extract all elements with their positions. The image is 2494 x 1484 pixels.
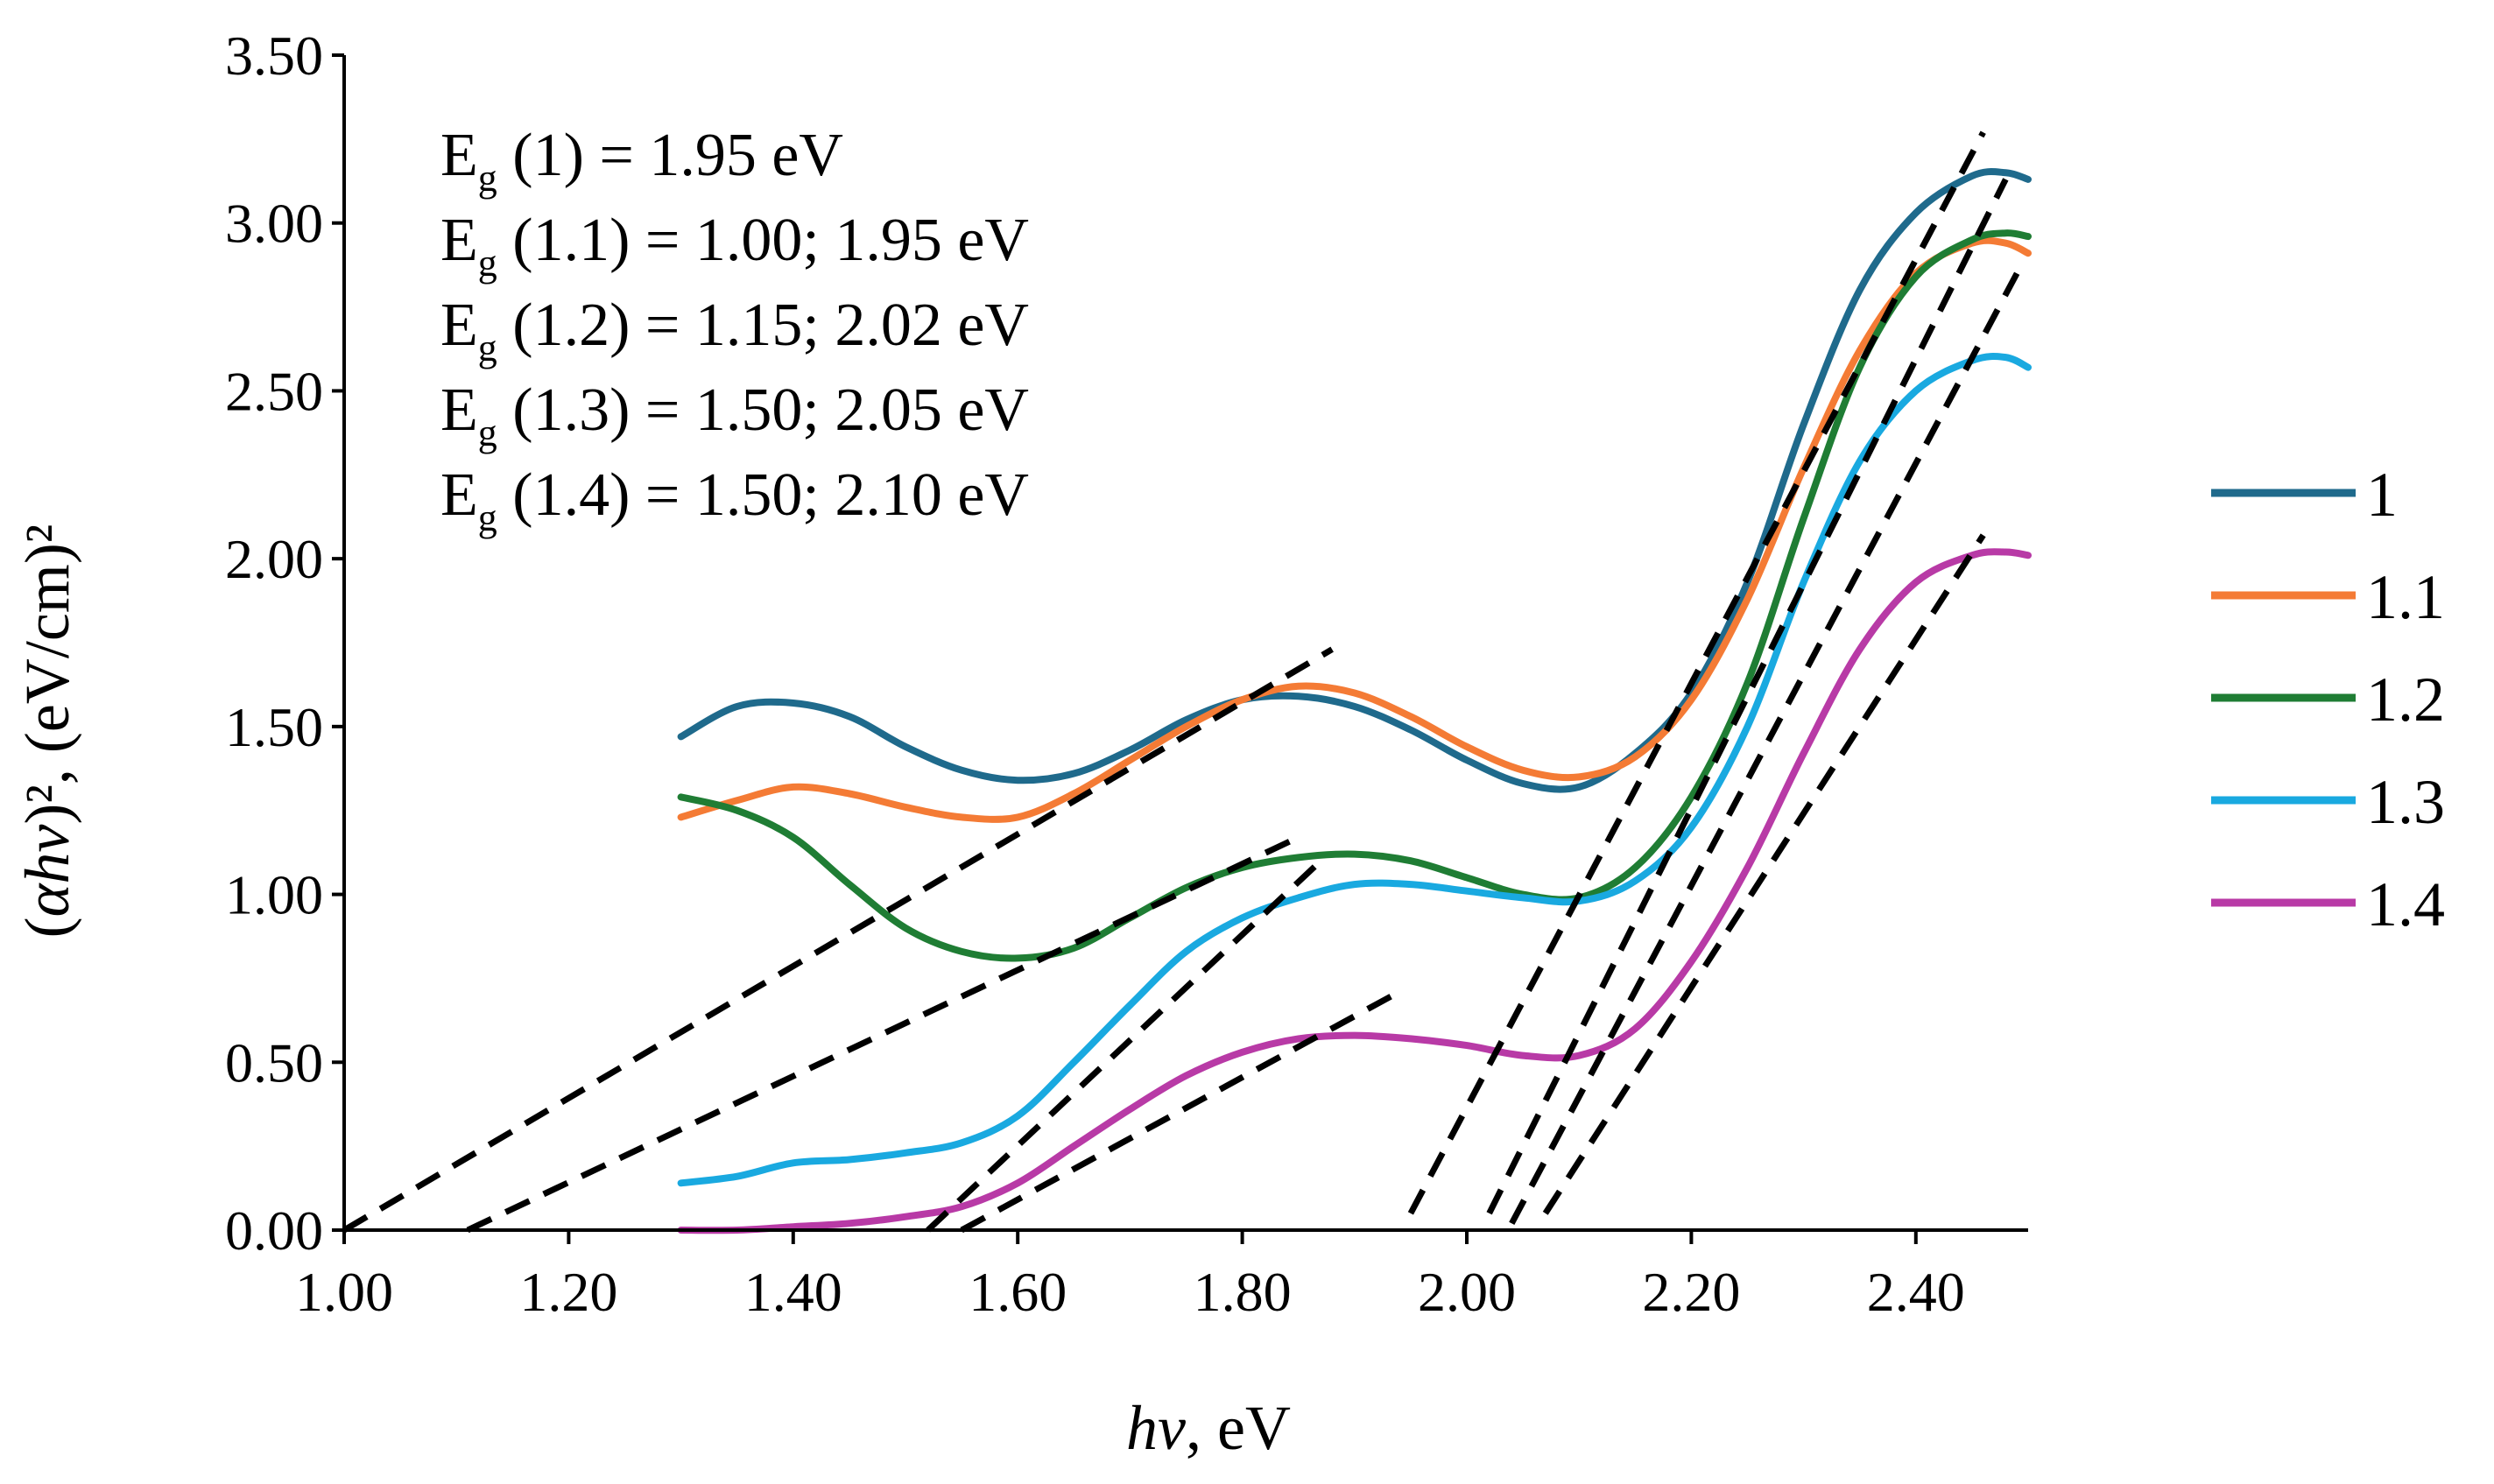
annotation-subscript: g xyxy=(478,327,497,369)
legend-label: 1.3 xyxy=(2366,767,2445,837)
annotation-prefix: E xyxy=(440,122,478,189)
legend-label: 1.1 xyxy=(2366,562,2445,632)
x-tick-label: 2.40 xyxy=(1867,1261,1965,1323)
fit-line xyxy=(466,834,1300,1234)
x-tick-label: 1.60 xyxy=(969,1261,1067,1323)
annotation-line: Eg (1.2) = 1.15; 2.02 eV xyxy=(440,292,1029,369)
annotation-subscript: g xyxy=(478,496,497,539)
annotation-prefix: E xyxy=(440,292,478,359)
series-line-1-3 xyxy=(677,353,2032,1187)
legend-label: 1 xyxy=(2366,460,2398,530)
x-axis-title-italic: hv xyxy=(1126,1393,1186,1463)
fit-line xyxy=(1509,271,2020,1225)
y-tick-label: 3.00 xyxy=(225,193,323,255)
annotation-subscript: g xyxy=(478,411,497,454)
annotation-line: Eg (1.1) = 1.00; 1.95 eV xyxy=(440,207,1029,285)
x-tick-label: 2.20 xyxy=(1642,1261,1740,1323)
x-axis-title-text: , eV xyxy=(1186,1393,1291,1463)
x-tick-label: 2.00 xyxy=(1418,1261,1516,1323)
fit-line xyxy=(1486,178,2009,1215)
y-axis-title-prefix: ( xyxy=(12,917,82,938)
series-line-1-4 xyxy=(677,548,2032,1234)
annotation-prefix: E xyxy=(440,207,478,274)
annotation-line: Eg (1) = 1.95 eV xyxy=(440,122,843,200)
y-tick-label: 3.50 xyxy=(225,25,323,87)
x-tick-label: 1.40 xyxy=(744,1261,842,1323)
legend: 1 1.1 1.2 1.3 1.4 xyxy=(2211,460,2445,939)
y-tick-label: 0.00 xyxy=(225,1199,323,1262)
y-tick-label: 1.50 xyxy=(225,696,323,758)
y-tick-label: 2.50 xyxy=(225,360,323,422)
fit-line xyxy=(342,646,1334,1234)
legend-label: 1.4 xyxy=(2366,869,2445,939)
annotation-text: (1.1) = 1.00; 1.95 eV xyxy=(497,207,1029,274)
annotation-subscript: g xyxy=(478,157,497,200)
x-tick-label: 1.00 xyxy=(295,1261,393,1323)
legend-label: 1.2 xyxy=(2366,665,2445,735)
x-axis: 1.00 1.20 1.40 1.60 1.80 2.00 2.20 2.40 xyxy=(295,1228,2028,1323)
y-axis-title-middle: )², (eV/cm)² xyxy=(12,524,82,825)
annotation-text: (1.3) = 1.50; 2.05 eV xyxy=(497,376,1029,444)
x-tick-label: 1.80 xyxy=(1194,1261,1292,1323)
fit-line xyxy=(1542,533,1986,1215)
y-tick-label: 2.00 xyxy=(225,528,323,590)
annotation-prefix: E xyxy=(440,376,478,444)
y-tick-label: 0.50 xyxy=(225,1031,323,1094)
annotation-prefix: E xyxy=(440,461,478,529)
annotation-text: (1.2) = 1.15; 2.02 eV xyxy=(497,292,1029,359)
x-tick-label: 1.20 xyxy=(519,1261,617,1323)
fit-line xyxy=(926,858,1323,1233)
y-axis: 0.00 0.50 1.00 1.50 2.00 2.50 3.00 3.50 xyxy=(225,25,346,1262)
fit-line xyxy=(1407,130,1986,1215)
x-axis-title: hv, eV xyxy=(1126,1393,1291,1463)
series-line-1 xyxy=(677,168,2032,793)
series-line-1-2 xyxy=(677,229,2032,962)
annotation-line: Eg (1.3) = 1.50; 2.05 eV xyxy=(440,376,1029,454)
annotation-subscript: g xyxy=(478,242,497,285)
annotation-text: (1) = 1.95 eV xyxy=(497,122,843,189)
series-line-1-1 xyxy=(677,236,2032,823)
plot-area xyxy=(342,130,2032,1234)
y-tick-label: 1.00 xyxy=(225,864,323,926)
y-axis-title-italic: αhv xyxy=(12,825,82,918)
annotation-text: (1.4) = 1.50; 2.10 eV xyxy=(497,461,1029,529)
y-axis-title: (αhv)², (eV/cm)² xyxy=(12,524,82,939)
annotation-line: Eg (1.4) = 1.50; 2.10 eV xyxy=(440,461,1029,539)
